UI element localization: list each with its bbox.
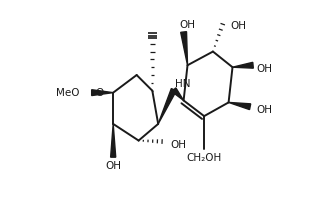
Polygon shape <box>181 32 188 65</box>
Text: OH: OH <box>230 21 247 31</box>
Polygon shape <box>111 124 116 157</box>
Text: OH: OH <box>179 20 195 30</box>
Polygon shape <box>92 90 113 96</box>
Polygon shape <box>232 62 253 68</box>
Text: OH: OH <box>105 161 121 171</box>
Text: O: O <box>96 88 104 98</box>
Text: CH₂OH: CH₂OH <box>187 153 222 163</box>
Text: HN: HN <box>175 79 191 89</box>
Polygon shape <box>229 102 251 110</box>
Text: OH: OH <box>256 105 272 115</box>
Text: MeO: MeO <box>56 88 80 98</box>
Polygon shape <box>172 88 184 100</box>
Text: OH: OH <box>170 140 186 150</box>
Text: OH: OH <box>256 64 272 74</box>
Polygon shape <box>158 89 176 124</box>
